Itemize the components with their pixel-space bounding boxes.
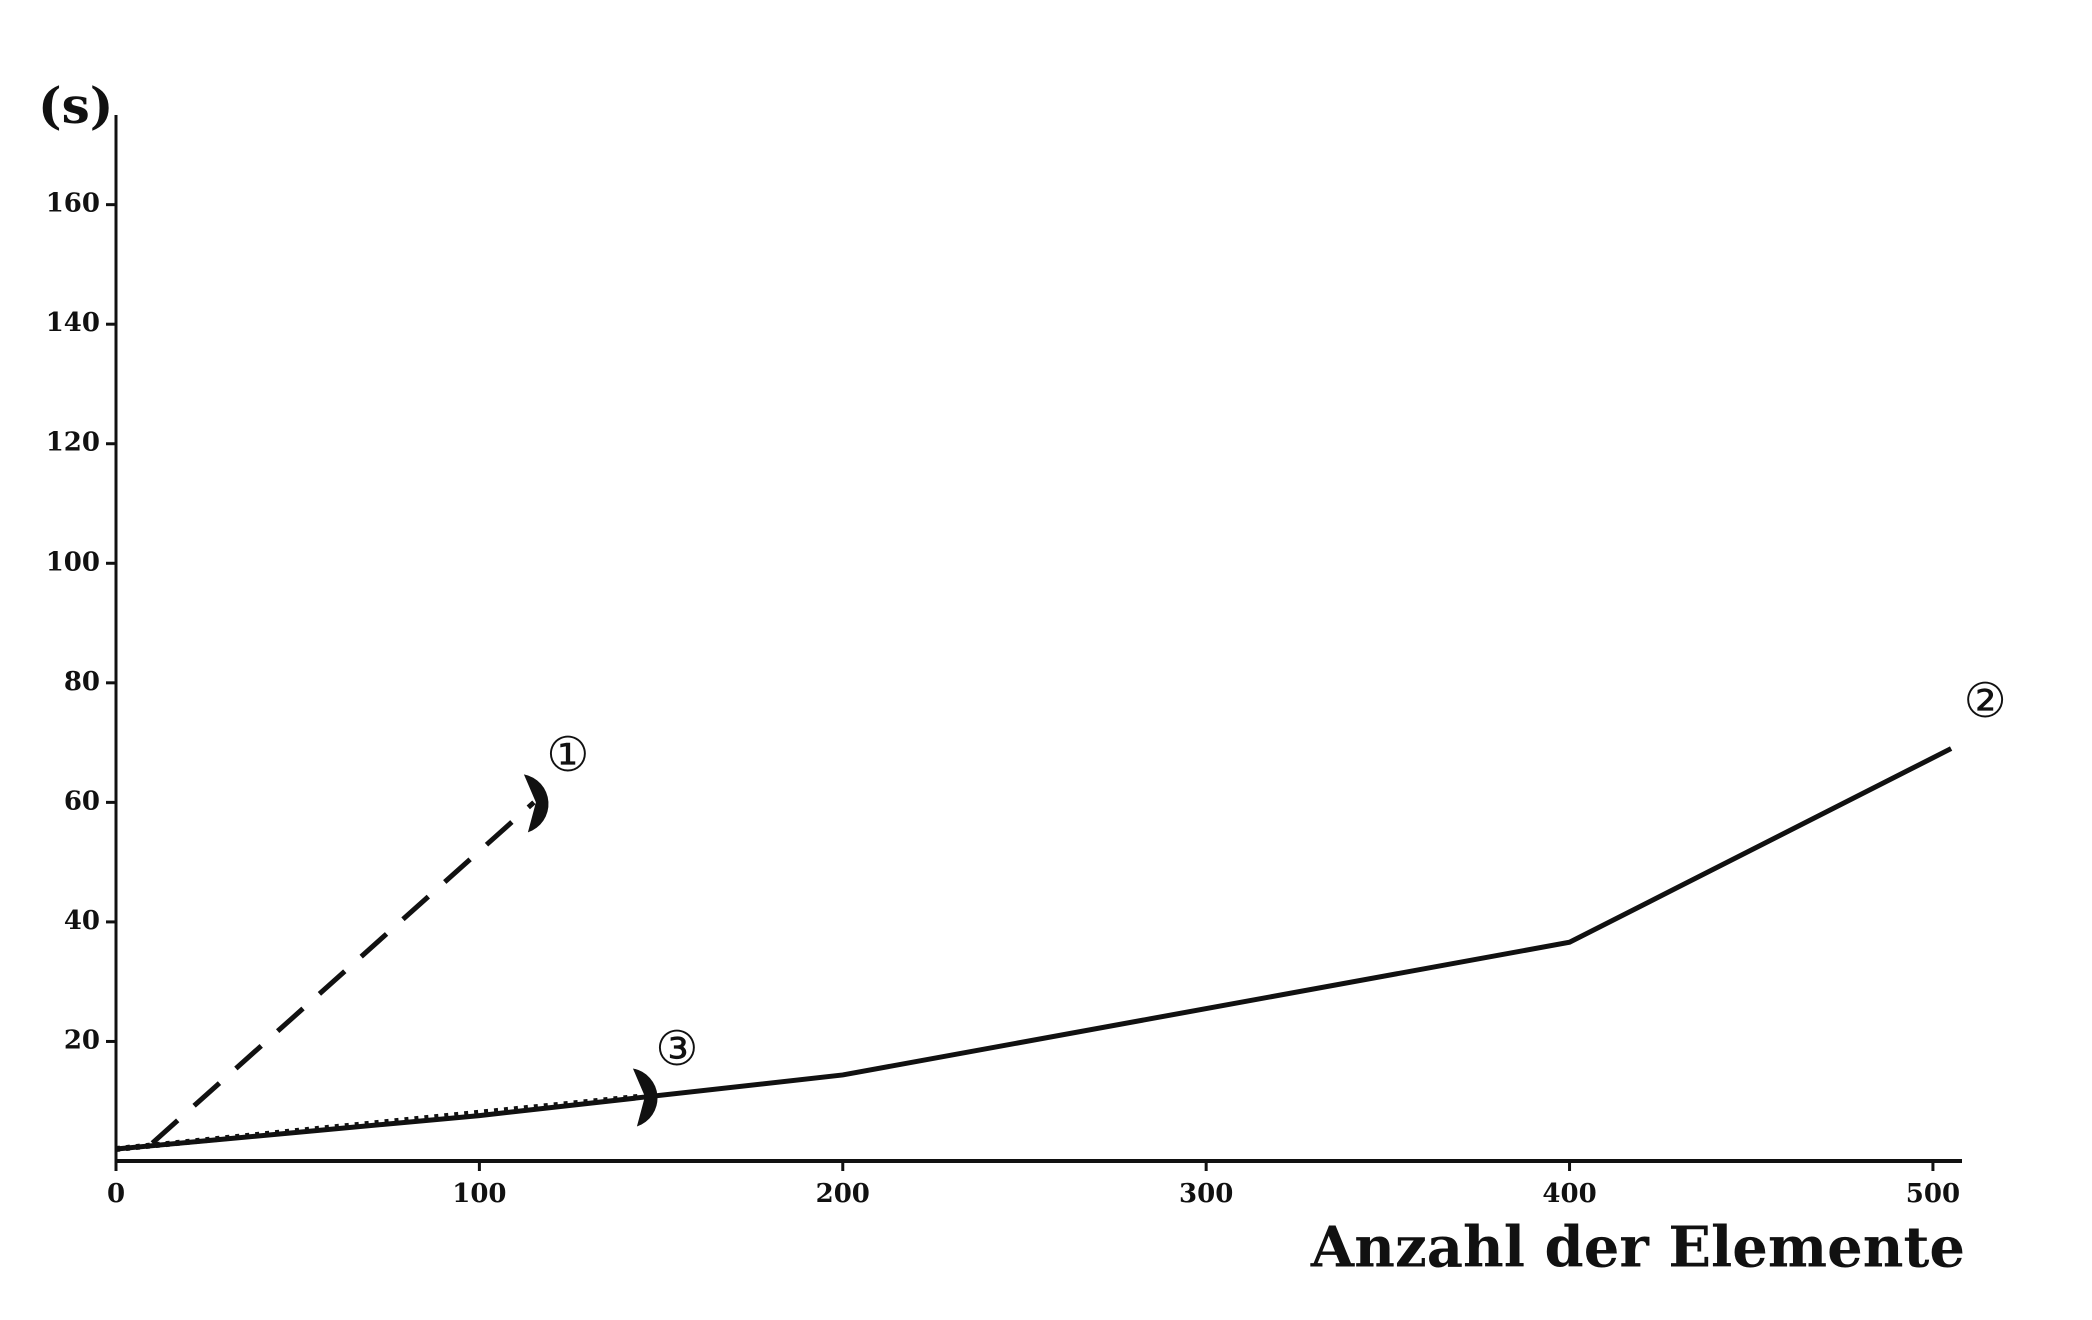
x-tick-label: 300	[1179, 1179, 1233, 1209]
x-tick-label: 200	[816, 1179, 870, 1209]
y-tick-label: 100	[46, 547, 100, 577]
y-tick-label: 80	[64, 667, 100, 697]
y-tick-label: 20	[64, 1025, 100, 1055]
x-tick-label: 500	[1906, 1179, 1960, 1209]
end-cap	[523, 774, 549, 833]
x-axis-label: Anzahl der Elemente	[1310, 1215, 1965, 1281]
y-axis-label: (s)	[38, 76, 113, 135]
series-line	[150, 800, 536, 1145]
end-cap	[632, 1068, 658, 1127]
x-tick-label: 100	[452, 1179, 506, 1209]
y-tick-label: 160	[46, 189, 100, 219]
y-tick-label: 60	[64, 786, 100, 816]
y-tick-label: 120	[46, 428, 100, 458]
x-tick-label: 400	[1542, 1179, 1596, 1209]
y-tick-label: 140	[46, 308, 100, 338]
x-tick-label: 0	[107, 1179, 125, 1209]
series-line	[115, 1093, 644, 1153]
series-label: ①	[546, 727, 589, 783]
series-label: ②	[1964, 673, 2007, 729]
y-tick-label: 40	[64, 906, 100, 936]
series-label: ③	[655, 1021, 698, 1077]
series-line	[115, 746, 1953, 1152]
